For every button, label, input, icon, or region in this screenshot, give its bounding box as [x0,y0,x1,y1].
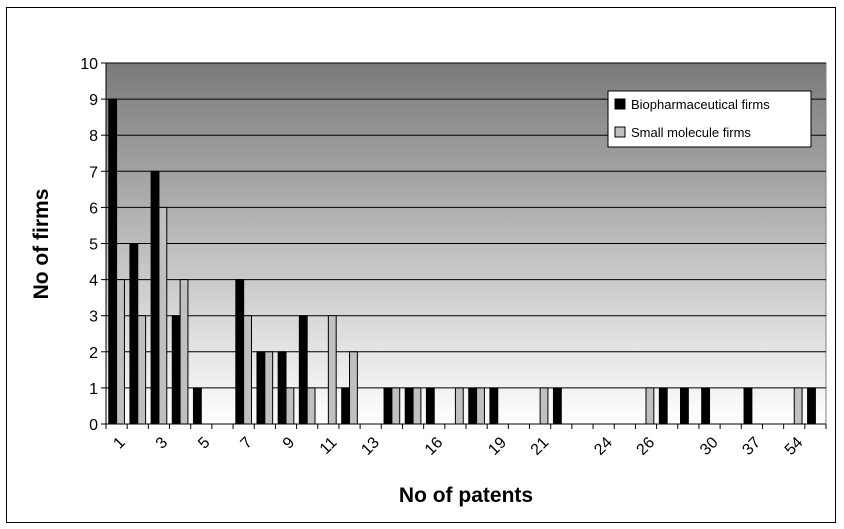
x-tick-label: 13 [358,434,383,459]
bar [552,387,562,425]
x-tick-label: 24 [591,434,616,459]
bar [306,387,316,425]
x-tick-label: 19 [485,434,510,459]
bar [793,387,803,425]
x-tick-label: 21 [528,434,553,459]
bar [235,279,245,425]
bar [108,98,118,425]
bar [264,351,274,425]
bar [179,279,189,425]
legend-swatch-small-molecule [614,126,626,138]
bar [171,315,181,425]
legend-swatch-biopharmaceutical [614,98,626,110]
legend-box [607,90,812,148]
x-tick-label: 26 [634,434,659,459]
y-axis-ticks: 0 1 2 3 4 5 6 7 8 9 10 [80,56,106,434]
y-tick-label: 0 [89,417,98,434]
bar [129,243,139,425]
x-axis-title: No of patents [399,484,533,507]
bar [425,387,435,425]
y-axis-title: No of firms [30,189,53,300]
x-tick-label: 5 [195,434,213,452]
x-tick-label: 54 [782,434,807,459]
bar [298,315,308,425]
bar [489,387,499,425]
y-tick-label: 4 [89,273,98,290]
x-tick-label: 16 [422,434,447,459]
x-axis-ticks: 1 3 5 7 9 11 13 16 19 21 24 26 30 37 54 [105,424,827,459]
y-tick-label: 8 [89,128,98,145]
legend-label-biopharmaceutical: Biopharmaceutical firms [631,97,770,112]
bar [539,387,549,425]
bar [383,387,393,425]
bar [256,351,266,425]
bar [192,387,202,425]
y-tick-label: 7 [89,164,98,181]
bar [807,387,816,425]
x-tick-label: 9 [280,434,298,452]
bar [404,387,414,425]
bar [158,206,168,425]
bar [116,279,125,425]
legend: Biopharmaceutical firms Small molecule f… [607,90,812,148]
y-tick-label: 1 [89,381,98,398]
bar [327,315,337,425]
bar [277,351,287,425]
y-tick-label: 9 [89,92,98,109]
x-tick-label: 3 [153,434,171,452]
bar [391,387,401,425]
x-tick-label: 1 [110,434,128,452]
y-tick-label: 6 [89,200,98,217]
y-tick-label: 3 [89,309,98,326]
y-tick-label: 2 [89,345,98,362]
x-tick-label: 37 [739,434,764,459]
bar [349,351,358,425]
bar [341,387,351,425]
x-tick-label: 7 [238,434,256,452]
bar [645,387,655,425]
bar [658,387,668,425]
bar [137,315,147,425]
y-tick-label: 10 [80,56,98,73]
bar [476,387,485,425]
x-tick-label: 11 [317,434,341,458]
x-tick-label: 30 [697,434,722,459]
bar [412,387,422,425]
bar [454,387,464,425]
bar [243,315,252,425]
bar [468,387,478,425]
bar [743,387,753,425]
bar [680,387,689,425]
bar [285,387,295,425]
bar [701,387,711,425]
bar [150,170,160,425]
y-tick-label: 5 [89,237,98,254]
legend-label-small-molecule: Small molecule firms [631,125,751,140]
